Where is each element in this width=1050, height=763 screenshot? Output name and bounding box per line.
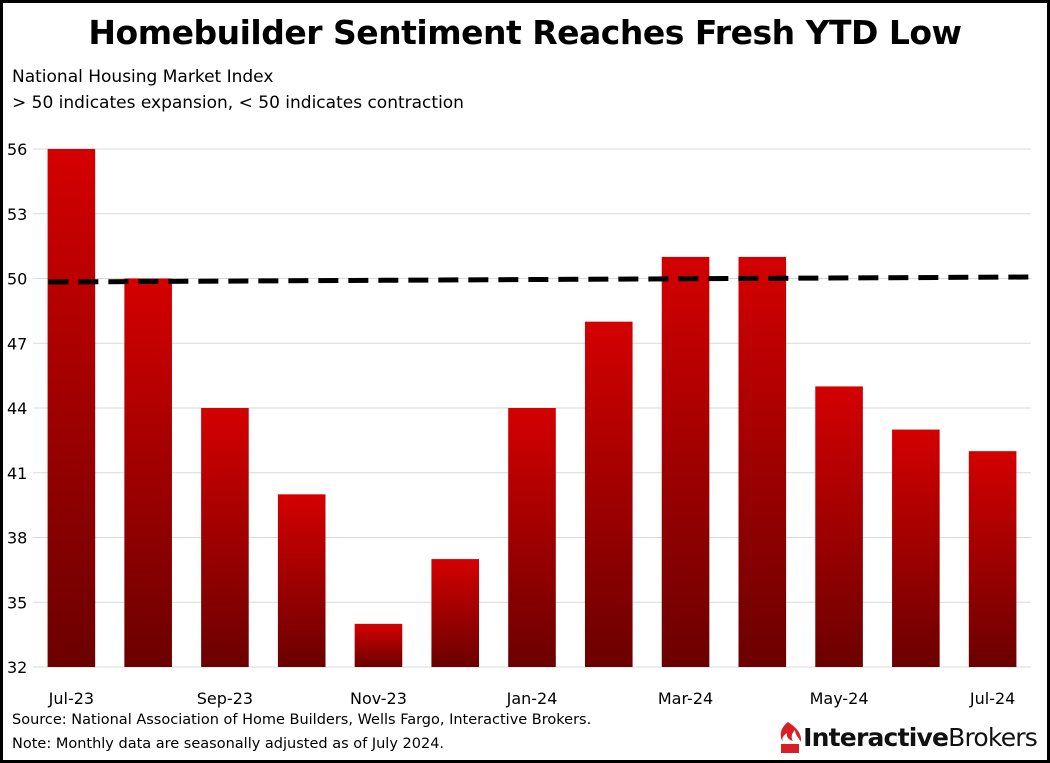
bar-jul-24 bbox=[968, 451, 1017, 667]
x-tick-label: May-24 bbox=[810, 689, 869, 708]
y-tick-label: 44 bbox=[7, 399, 27, 418]
bar-feb-24 bbox=[584, 321, 633, 667]
y-tick-label: 47 bbox=[7, 334, 27, 353]
source-footnote: Source: National Association of Home Bui… bbox=[12, 712, 592, 728]
y-tick-label: 56 bbox=[7, 140, 27, 159]
interactive-brokers-logo: InteractiveBrokers bbox=[777, 717, 1038, 757]
brand-name-bold: Interactive bbox=[803, 722, 949, 752]
bar-jun-24 bbox=[892, 429, 940, 667]
brand-wordmark: InteractiveBrokers bbox=[803, 722, 1038, 752]
x-tick-label: Mar-24 bbox=[658, 689, 713, 708]
x-tick-label: Jul-23 bbox=[48, 689, 94, 708]
x-tick-label: Nov-23 bbox=[350, 689, 407, 708]
y-tick-label: 38 bbox=[7, 529, 27, 548]
y-tick-label: 35 bbox=[7, 593, 27, 612]
bar-oct-23 bbox=[277, 494, 326, 667]
y-tick-label: 41 bbox=[7, 464, 27, 483]
chart-subtitle-note: > 50 indicates expansion, < 50 indicates… bbox=[12, 93, 464, 113]
y-tick-label: 50 bbox=[7, 270, 27, 289]
bar-mar-24 bbox=[661, 256, 710, 667]
bar-apr-24 bbox=[738, 256, 787, 667]
bar-jul-23 bbox=[47, 149, 96, 667]
x-tick-label: Jan-24 bbox=[506, 689, 558, 708]
reference-line-50 bbox=[48, 274, 1030, 285]
x-tick-label: Sep-23 bbox=[197, 689, 253, 708]
bar-nov-23 bbox=[354, 623, 403, 667]
brand-name-regular: Brokers bbox=[948, 722, 1038, 752]
note-footnote: Note: Monthly data are seasonally adjust… bbox=[12, 736, 445, 752]
chart-title: Homebuilder Sentiment Reaches Fresh YTD … bbox=[88, 13, 962, 52]
bar-chart: 32 35 38 41 44 47 50 53 56 Jul-23 Sep-23 Nov-23 Jan-… bbox=[7, 140, 1031, 708]
chart-subtitle-index: National Housing Market Index bbox=[12, 67, 274, 87]
bar-jan-24 bbox=[508, 408, 556, 667]
bar-aug-23 bbox=[124, 278, 172, 667]
bar-sep-23 bbox=[201, 408, 249, 667]
y-tick-label: 53 bbox=[7, 205, 27, 224]
brand-flame-icon bbox=[780, 722, 802, 753]
y-tick-label: 32 bbox=[7, 658, 27, 677]
bar-may-24 bbox=[815, 386, 863, 667]
x-tick-label: Jul-24 bbox=[969, 689, 1015, 708]
bar-dec-23 bbox=[431, 559, 480, 667]
